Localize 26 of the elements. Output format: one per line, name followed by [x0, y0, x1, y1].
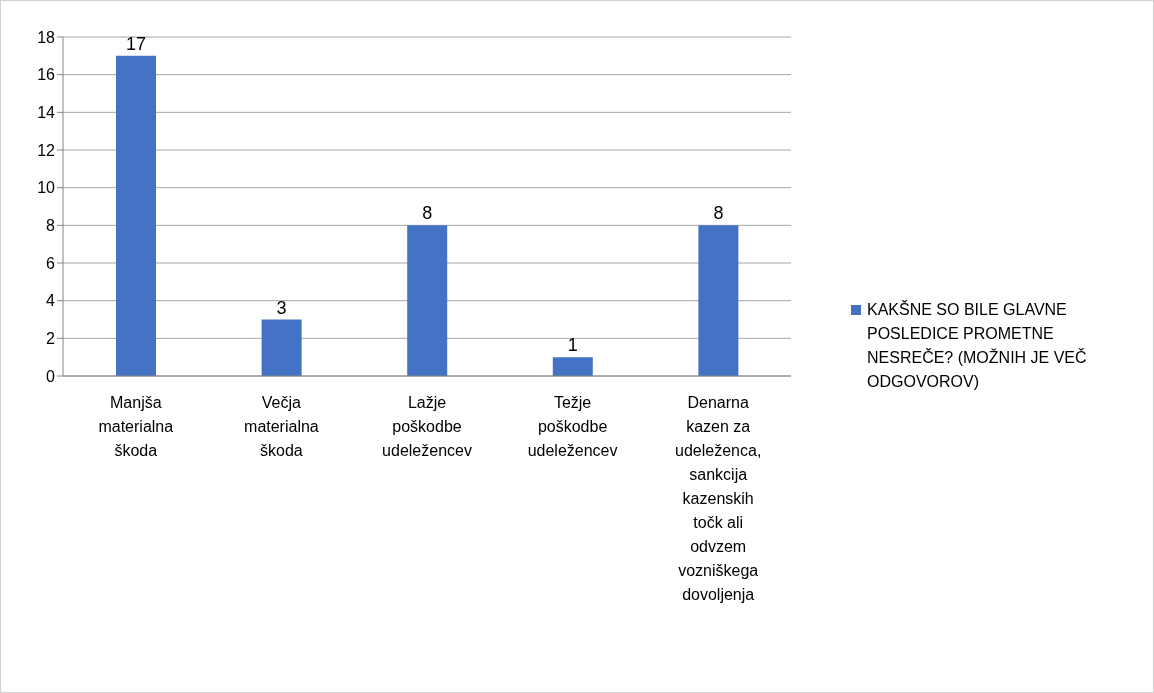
bar: [698, 225, 739, 376]
bar: [116, 55, 156, 376]
y-tick-label: 4: [46, 292, 56, 310]
data-label: 3: [276, 297, 287, 318]
y-tick-label: 14: [37, 104, 56, 122]
bar: [407, 225, 448, 376]
y-tick-label: 0: [46, 367, 56, 385]
y-tick-label: 18: [37, 28, 56, 46]
x-tick-label: Večja materialna škoda: [244, 394, 319, 459]
data-label: 17: [125, 33, 147, 54]
legend-label: KAKŠNE SO BILE GLAVNE POSLEDICE PROMETNE NESREČE? (MOŽNIH JE VEČ ODGOVOROV): [867, 299, 1088, 392]
y-tick-label: 6: [46, 254, 56, 272]
y-tick-label: 12: [37, 141, 56, 159]
y-tick-label: 8: [46, 217, 56, 235]
data-label: 8: [713, 203, 724, 224]
data-label: 8: [422, 203, 433, 224]
category-label: Denarna kazen za udeleženca, sankcija kazenskih točk ali odvzem vozniškega dovoljenja: [675, 394, 762, 603]
x-tick-label: Manjša materialna škoda: [98, 394, 174, 459]
y-tick-label: 16: [37, 66, 56, 84]
bar: [552, 357, 593, 376]
x-tick-label: Lažje poškodbe udeležencev: [382, 394, 472, 459]
x-tick-label: Težje poškodbe udeležencev: [527, 394, 618, 459]
y-tick-label: 2: [46, 330, 56, 348]
bar: [261, 319, 302, 376]
y-tick-label: 10: [37, 179, 56, 197]
data-label: 1: [567, 335, 578, 356]
